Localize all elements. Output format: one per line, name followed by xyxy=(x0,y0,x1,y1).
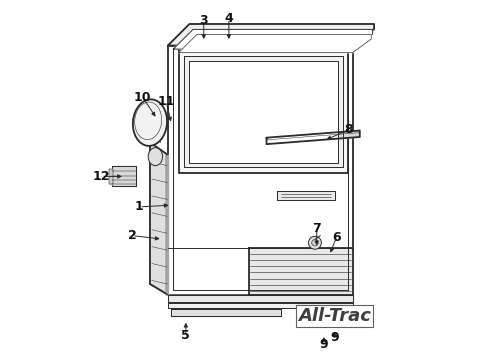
Polygon shape xyxy=(179,35,371,53)
Polygon shape xyxy=(190,61,338,163)
Polygon shape xyxy=(112,166,136,186)
Circle shape xyxy=(309,236,321,249)
Polygon shape xyxy=(172,309,281,316)
Ellipse shape xyxy=(133,99,167,146)
Polygon shape xyxy=(248,248,353,295)
Ellipse shape xyxy=(148,148,163,166)
Polygon shape xyxy=(168,303,353,309)
Text: 8: 8 xyxy=(344,123,353,136)
Text: 5: 5 xyxy=(181,329,190,342)
Polygon shape xyxy=(150,142,168,295)
Text: 12: 12 xyxy=(93,170,110,183)
Polygon shape xyxy=(267,131,360,144)
Text: 2: 2 xyxy=(128,229,136,242)
Text: 3: 3 xyxy=(199,14,208,27)
Polygon shape xyxy=(277,191,335,200)
Text: All-Trac: All-Trac xyxy=(298,307,371,325)
Polygon shape xyxy=(173,30,373,49)
Text: 7: 7 xyxy=(312,222,321,235)
Polygon shape xyxy=(179,51,348,173)
Polygon shape xyxy=(109,169,113,184)
Text: 4: 4 xyxy=(224,12,233,25)
Text: 10: 10 xyxy=(134,91,151,104)
Text: 1: 1 xyxy=(135,201,144,213)
Polygon shape xyxy=(184,56,343,167)
Polygon shape xyxy=(168,45,353,295)
Text: 9: 9 xyxy=(319,338,328,351)
Text: 11: 11 xyxy=(157,95,175,108)
Text: 6: 6 xyxy=(332,231,341,244)
Polygon shape xyxy=(168,24,374,45)
Circle shape xyxy=(312,239,318,246)
Text: 9: 9 xyxy=(330,331,339,344)
Polygon shape xyxy=(166,155,168,295)
Polygon shape xyxy=(168,295,353,302)
